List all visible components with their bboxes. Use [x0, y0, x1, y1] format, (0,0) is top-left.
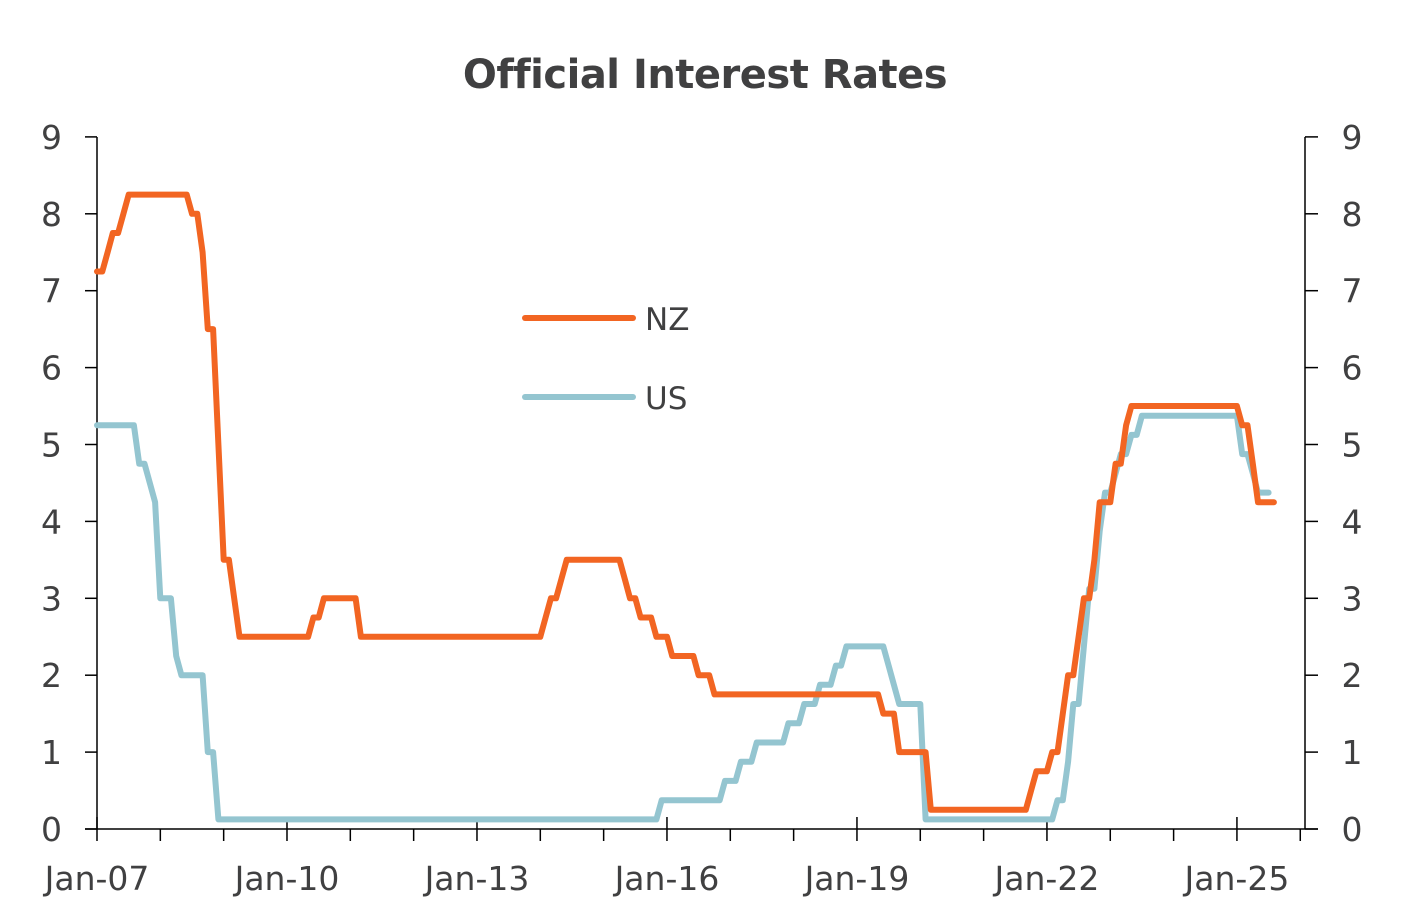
y-tick-label-left: 1	[41, 733, 62, 772]
y-tick-label-right: 1	[1342, 733, 1363, 772]
legend: NZ US	[522, 302, 689, 417]
y-tick-label-right: 3	[1342, 579, 1363, 618]
y-tick-label-right: 6	[1342, 349, 1363, 388]
x-ticks: Jan-07 Jan-10 Jan-13 Jan-16 Jan-19 Jan-22 Jan-…	[43, 817, 1302, 898]
y-tick-label-right: 8	[1342, 195, 1363, 234]
y-tick-label-left: 7	[41, 272, 62, 311]
y-tick-label-right: 2	[1342, 656, 1363, 695]
x-tick-label: Jan-22	[993, 859, 1100, 898]
y-tick-label-left: 0	[41, 810, 62, 849]
y-tick-label-left: 5	[41, 426, 62, 465]
y-tick-label-left: 6	[41, 349, 62, 388]
y-tick-label-left: 9	[41, 118, 62, 157]
x-tick-label: Jan-13	[423, 859, 530, 898]
y-tick-label-right: 0	[1342, 810, 1363, 849]
series-line-us	[94, 412, 1272, 823]
right-y-ticks: 0 1 2 3 4 5 6 7 8 9	[1305, 118, 1363, 849]
series-lines	[94, 191, 1277, 823]
legend-item-us: US	[522, 381, 687, 417]
x-tick-label: Jan-19	[803, 859, 910, 898]
y-tick-label-right: 5	[1342, 426, 1363, 465]
x-tick-label: Jan-25	[1183, 859, 1290, 898]
x-tick-label: Jan-07	[43, 859, 150, 898]
y-tick-label-right: 9	[1342, 118, 1363, 157]
legend-item-nz: NZ	[522, 302, 689, 338]
chart-title: Official Interest Rates	[462, 52, 948, 98]
y-tick-label-left: 8	[41, 195, 62, 234]
y-tick-label-right: 7	[1342, 272, 1363, 311]
y-tick-label-left: 4	[41, 502, 62, 541]
legend-label-nz: NZ	[645, 302, 689, 338]
legend-label-us: US	[645, 381, 687, 417]
series-line-nz	[94, 191, 1277, 813]
y-tick-label-left: 3	[41, 579, 62, 618]
y-tick-label-left: 2	[41, 656, 62, 695]
y-tick-label-right: 4	[1342, 502, 1363, 541]
x-tick-label: Jan-10	[233, 859, 340, 898]
x-tick-label: Jan-16	[613, 859, 720, 898]
left-y-ticks: 0 1 2 3 4 5 6 7 8 9	[41, 118, 97, 849]
axes	[85, 137, 1318, 830]
